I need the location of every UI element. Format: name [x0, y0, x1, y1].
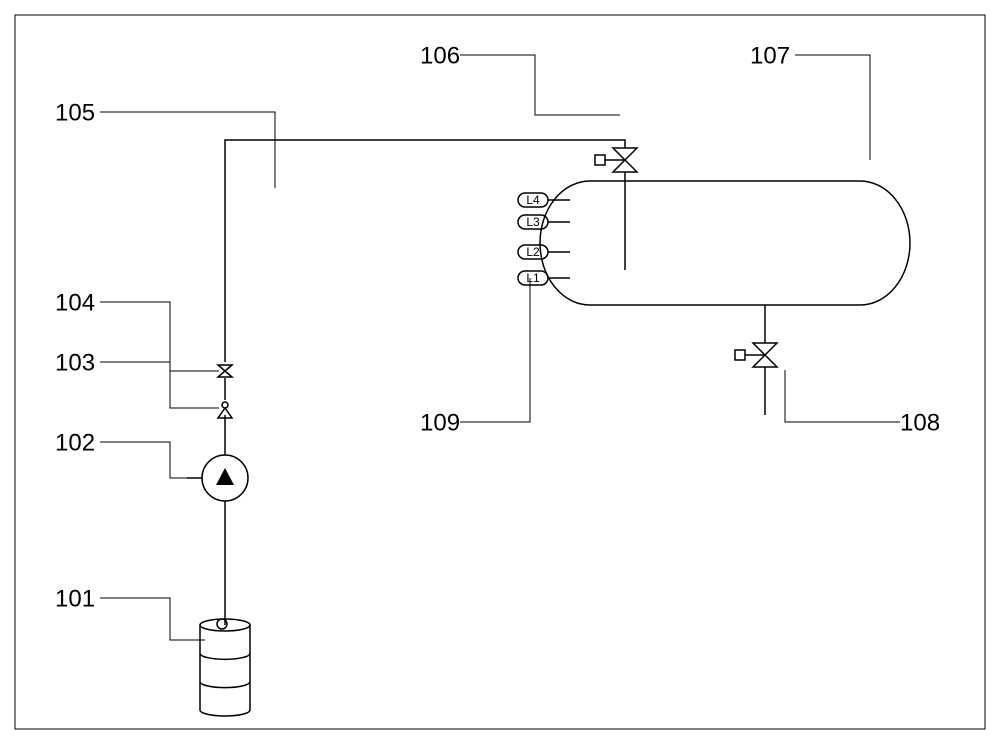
label-l107: 107: [750, 42, 790, 69]
sensor-label-s2: L2: [526, 245, 540, 259]
label-l101: 101: [55, 585, 95, 612]
label-l104: 104: [55, 289, 95, 316]
label-l102: 102: [55, 429, 95, 456]
label-l108: 108: [900, 409, 940, 436]
label-l103: 103: [55, 349, 95, 376]
sensor-label-s1: L1: [526, 271, 540, 285]
label-l105: 105: [55, 99, 95, 126]
sensor-label-s4: L4: [526, 193, 540, 207]
sensor-label-s3: L3: [526, 215, 540, 229]
frame: [15, 15, 985, 729]
pump-arrow: [216, 468, 234, 485]
hand-valve: [218, 365, 232, 377]
label-l109: 109: [420, 409, 460, 436]
label-l106: 106: [420, 42, 460, 69]
